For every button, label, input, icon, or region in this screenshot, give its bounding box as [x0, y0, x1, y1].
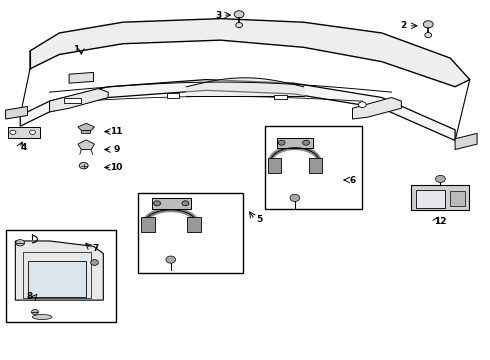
- Bar: [187, 217, 201, 232]
- Circle shape: [303, 140, 310, 145]
- Polygon shape: [5, 107, 27, 119]
- Ellipse shape: [32, 315, 52, 319]
- Text: 9: 9: [113, 145, 120, 154]
- Bar: [138, 193, 243, 273]
- Bar: [8, 127, 40, 138]
- Circle shape: [166, 256, 175, 263]
- Bar: [142, 217, 155, 232]
- Circle shape: [79, 162, 88, 169]
- Circle shape: [234, 11, 244, 18]
- Text: 8: 8: [27, 292, 33, 301]
- Bar: [411, 185, 469, 211]
- Bar: [450, 192, 465, 206]
- Polygon shape: [30, 19, 470, 87]
- Bar: [64, 98, 81, 103]
- Bar: [27, 261, 86, 297]
- Text: 11: 11: [110, 127, 123, 136]
- Bar: [152, 198, 191, 209]
- Bar: [274, 95, 287, 99]
- Circle shape: [29, 130, 35, 134]
- Text: 6: 6: [349, 176, 356, 185]
- Bar: [269, 158, 281, 173]
- Bar: [277, 138, 314, 148]
- Text: 10: 10: [110, 163, 122, 172]
- Polygon shape: [69, 72, 94, 83]
- Circle shape: [182, 201, 189, 206]
- Polygon shape: [20, 80, 455, 140]
- Bar: [310, 158, 322, 173]
- Polygon shape: [49, 89, 108, 112]
- Circle shape: [91, 260, 98, 265]
- Text: 7: 7: [93, 244, 99, 253]
- Bar: [167, 93, 179, 98]
- Bar: [416, 190, 445, 208]
- Polygon shape: [15, 241, 103, 300]
- Circle shape: [236, 23, 243, 28]
- Polygon shape: [78, 123, 95, 131]
- Circle shape: [278, 140, 285, 145]
- Circle shape: [31, 310, 38, 315]
- Polygon shape: [455, 134, 477, 149]
- Circle shape: [425, 33, 432, 38]
- Text: 3: 3: [215, 10, 221, 19]
- Bar: [265, 126, 362, 209]
- Circle shape: [358, 102, 366, 108]
- Circle shape: [290, 194, 300, 202]
- Circle shape: [10, 130, 16, 134]
- Text: 5: 5: [257, 215, 263, 224]
- Bar: [81, 130, 90, 134]
- Bar: [5, 230, 116, 321]
- Text: 4: 4: [21, 143, 27, 152]
- Text: 1: 1: [74, 45, 79, 54]
- Bar: [23, 252, 91, 298]
- Circle shape: [436, 175, 445, 183]
- Circle shape: [16, 239, 24, 246]
- Text: 12: 12: [434, 217, 447, 226]
- Circle shape: [154, 201, 160, 206]
- Polygon shape: [352, 98, 401, 119]
- Polygon shape: [78, 140, 95, 149]
- Text: 2: 2: [401, 21, 407, 30]
- Circle shape: [423, 21, 433, 28]
